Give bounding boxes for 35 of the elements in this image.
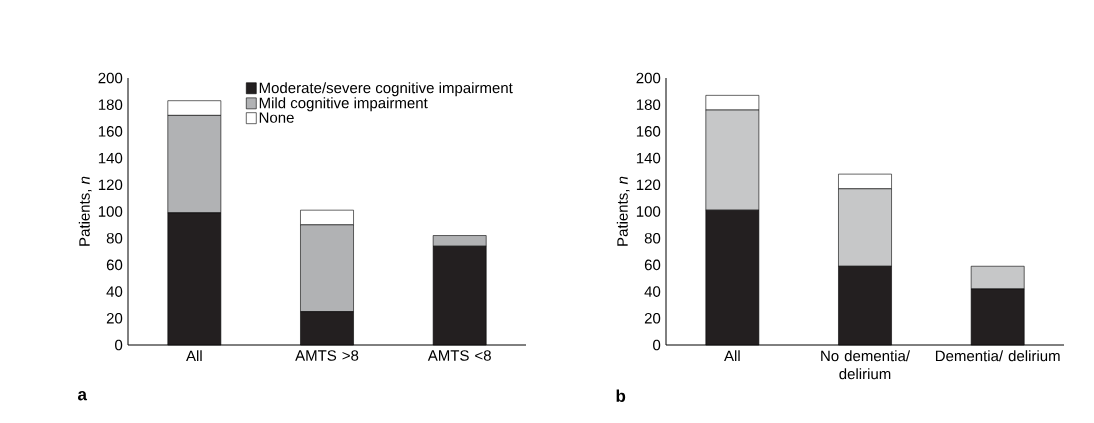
legend-label: None <box>259 112 294 123</box>
y-tick-label: 160 <box>636 126 661 137</box>
x-tick-label: All <box>724 350 740 362</box>
x-tick-label: AMTS >8 <box>295 350 359 361</box>
legend-label: Mild cognitive impairment <box>259 97 428 112</box>
y-tick-label: 20 <box>106 313 123 324</box>
text: b <box>616 389 626 402</box>
y-tick-label: 100 <box>98 206 123 217</box>
y-tick-label: 20 <box>644 313 661 324</box>
y-tick-label: 40 <box>644 286 661 297</box>
y-tick-label: 100 <box>636 206 661 217</box>
x-tick-label: AMTS <8 <box>427 350 491 361</box>
y-axis-title: Patients, n <box>616 176 630 246</box>
y-tick-label: 160 <box>98 126 123 137</box>
y-tick-label: 200 <box>636 72 661 84</box>
legend-label: Moderate/severe cognitive impairment <box>259 82 513 97</box>
y-tick-label: 180 <box>98 99 123 110</box>
y-axis-title: Patients, n <box>78 176 92 246</box>
y-tick-label: 80 <box>644 232 661 244</box>
y-tick-label: 0 <box>115 339 123 351</box>
y-tick-label: 180 <box>636 99 661 110</box>
x-tick-label: All <box>186 350 202 362</box>
y-tick-label: 80 <box>106 232 123 244</box>
y-tick-label: 120 <box>98 179 123 191</box>
y-tick-label: 60 <box>106 259 123 271</box>
text: a <box>77 391 88 401</box>
y-tick-label: 40 <box>106 286 123 297</box>
x-tick-label: Dementia/ delirium <box>935 350 1060 362</box>
y-tick-label: 0 <box>653 339 661 351</box>
x-tick-label: No dementia/ delirium <box>821 350 911 380</box>
y-tick-label: 60 <box>644 259 661 271</box>
y-tick-label: 140 <box>636 152 661 164</box>
y-tick-label: 140 <box>98 152 123 164</box>
y-tick-label: 120 <box>636 179 661 191</box>
y-tick-label: 200 <box>98 72 123 84</box>
